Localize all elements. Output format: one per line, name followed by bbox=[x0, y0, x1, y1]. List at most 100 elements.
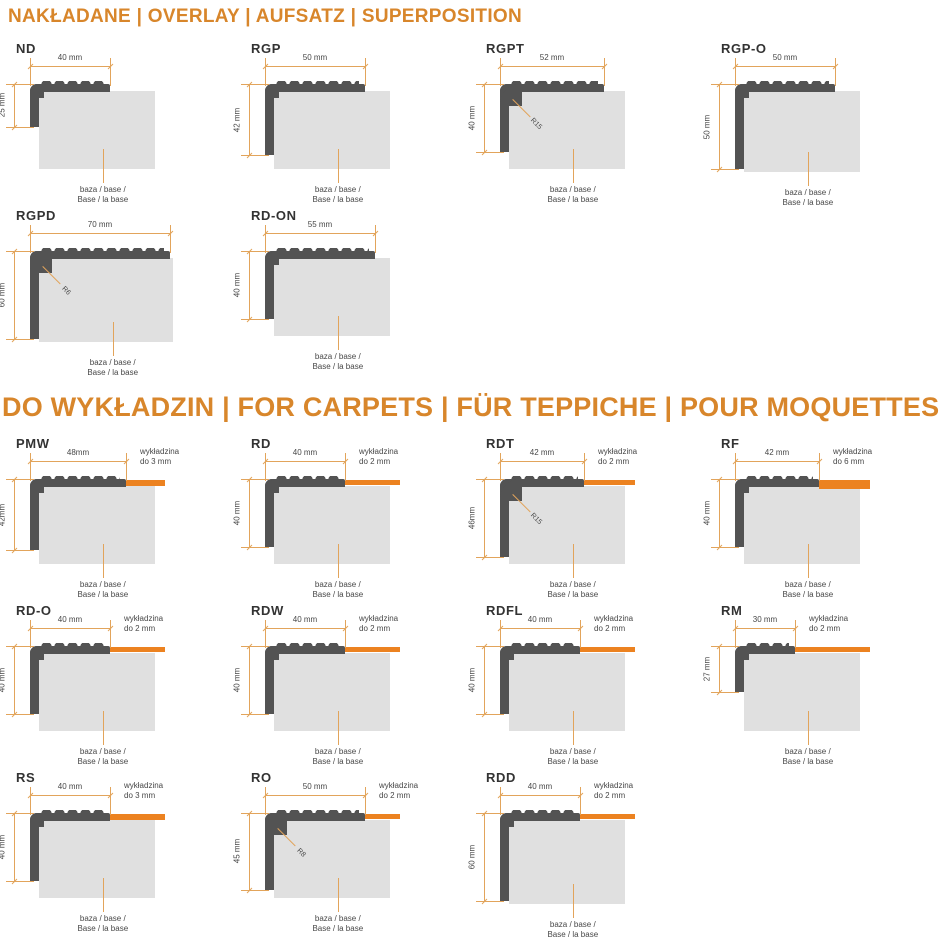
width-dimension-line bbox=[265, 795, 365, 796]
base-label: baza / base / Base / la base bbox=[53, 358, 173, 379]
profile-tread bbox=[500, 646, 580, 654]
base-label: baza / base / Base / la base bbox=[748, 580, 868, 601]
carpet-label: wykładzina do 2 mm bbox=[359, 447, 398, 468]
width-dimension-label: 40 mm bbox=[527, 615, 553, 624]
profile-diagram: RM 30 mm 27 mm wykładzina do 2 mm baza /… bbox=[703, 602, 940, 769]
base-leader-line bbox=[572, 711, 574, 745]
base-label-line2: Base / la base bbox=[782, 198, 834, 208]
width-dimension-line bbox=[30, 461, 126, 462]
height-dimension-line bbox=[719, 646, 720, 692]
height-dimension-label: 40 mm bbox=[232, 272, 242, 298]
base-label: baza / base / Base / la base bbox=[278, 747, 398, 768]
base-label: baza / base / Base / la base bbox=[748, 747, 868, 768]
width-extension-line bbox=[735, 453, 736, 481]
base-label-line2: Base / la base bbox=[547, 930, 599, 940]
carpet-strip bbox=[345, 647, 400, 652]
width-extension-line bbox=[580, 620, 581, 648]
height-extension-line bbox=[241, 319, 269, 320]
base-rect bbox=[744, 91, 860, 172]
height-dimension-line bbox=[484, 813, 485, 901]
base-label: baza / base / Base / la base bbox=[43, 747, 163, 768]
base-label-line1: baza / base / bbox=[79, 185, 126, 194]
width-extension-line bbox=[265, 787, 266, 815]
profile-name: RDW bbox=[251, 603, 284, 618]
width-dimension-label: 55 mm bbox=[307, 220, 333, 229]
section-grid-0: ND 40 mm 25 mm baza / base / Base / la b… bbox=[0, 40, 940, 377]
width-extension-line bbox=[500, 58, 501, 86]
base-rect bbox=[274, 653, 390, 731]
width-dimension-line bbox=[735, 628, 795, 629]
carpet-label-line2: do 3 mm bbox=[140, 457, 172, 467]
width-dimension-line bbox=[500, 628, 580, 629]
height-dimension-line bbox=[14, 646, 15, 714]
width-extension-line bbox=[500, 787, 501, 815]
profile-corner bbox=[500, 84, 522, 106]
profile-name: RGP bbox=[251, 41, 281, 56]
width-extension-line bbox=[265, 620, 266, 648]
base-label: baza / base / Base / la base bbox=[43, 914, 163, 935]
base-label: baza / base / Base / la base bbox=[278, 352, 398, 373]
carpet-label-line2: do 2 mm bbox=[598, 457, 630, 467]
profile-leg bbox=[265, 251, 274, 319]
height-dimension-label: 40 mm bbox=[0, 667, 7, 693]
profile-diagram: RD 40 mm 40 mm wykładzina do 2 mm baza /… bbox=[233, 435, 470, 602]
carpet-label-line1: wykładzina bbox=[809, 614, 849, 623]
carpet-label: wykładzina do 3 mm bbox=[140, 447, 179, 468]
carpet-label-line2: do 3 mm bbox=[124, 791, 156, 801]
profile-leg bbox=[265, 84, 274, 156]
height-dimension-line bbox=[719, 479, 720, 547]
height-dimension-label: 25 mm bbox=[0, 93, 7, 118]
profile-ribs bbox=[745, 81, 829, 85]
height-extension-line bbox=[241, 813, 269, 814]
profile-diagram: RDFL 40 mm 40 mm wykładzina do 2 mm baza… bbox=[468, 602, 705, 769]
profile-tread bbox=[30, 84, 110, 92]
base-label: baza / base / Base / la base bbox=[513, 580, 633, 601]
profile-diagram: PMW 48mm 42mm wykładzina do 3 mm baza / … bbox=[0, 435, 235, 602]
width-dimension-label: 48mm bbox=[66, 448, 90, 457]
height-dimension-label: 60 mm bbox=[467, 844, 477, 870]
height-extension-line bbox=[6, 251, 34, 252]
base-label: baza / base / Base / la base bbox=[43, 580, 163, 601]
carpet-label-line2: do 2 mm bbox=[594, 624, 626, 634]
height-dimension-label: 46mm bbox=[467, 506, 477, 530]
profile-tread bbox=[30, 251, 170, 259]
carpet-label-line2: do 6 mm bbox=[833, 457, 865, 467]
base-leader-line bbox=[102, 149, 104, 183]
width-dimension-line bbox=[265, 233, 375, 234]
profile-name: RD-O bbox=[16, 603, 52, 618]
profile-ribs bbox=[745, 476, 813, 480]
base-label-line2: Base / la base bbox=[782, 757, 834, 767]
section-grid-1: PMW 48mm 42mm wykładzina do 3 mm baza / … bbox=[0, 435, 940, 939]
height-extension-line bbox=[241, 479, 269, 480]
profile-diagram: RDW 40 mm 40 mm wykładzina do 2 mm baza … bbox=[233, 602, 470, 769]
profile-corner bbox=[735, 479, 749, 493]
carpet-strip bbox=[795, 647, 870, 652]
height-dimension-label: 40 mm bbox=[467, 105, 477, 131]
base-rect bbox=[509, 486, 625, 564]
base-label: baza / base / Base / la base bbox=[513, 185, 633, 206]
height-extension-line bbox=[476, 152, 504, 153]
base-rect bbox=[39, 820, 155, 898]
profile-leg bbox=[500, 84, 509, 152]
profile-tread bbox=[30, 813, 110, 821]
profile-tread bbox=[265, 479, 345, 487]
width-dimension-label: 42 mm bbox=[529, 448, 555, 457]
height-extension-line bbox=[476, 646, 504, 647]
base-rect bbox=[509, 820, 625, 904]
carpet-label-line1: wykładzina bbox=[140, 447, 180, 456]
height-extension-line bbox=[6, 84, 34, 85]
profile-ribs bbox=[40, 248, 164, 252]
base-label-line1: baza / base / bbox=[314, 352, 361, 361]
width-dimension-label: 40 mm bbox=[57, 782, 83, 791]
carpet-label: wykładzina do 6 mm bbox=[833, 447, 872, 468]
base-leader-line bbox=[807, 711, 809, 745]
profile-ribs bbox=[745, 643, 789, 647]
height-extension-line bbox=[6, 646, 34, 647]
profile-corner bbox=[265, 646, 279, 660]
width-extension-line bbox=[375, 225, 376, 253]
width-extension-line bbox=[265, 453, 266, 481]
width-extension-line bbox=[126, 453, 127, 481]
width-extension-line bbox=[110, 620, 111, 648]
width-extension-line bbox=[735, 58, 736, 86]
width-extension-line bbox=[580, 787, 581, 815]
